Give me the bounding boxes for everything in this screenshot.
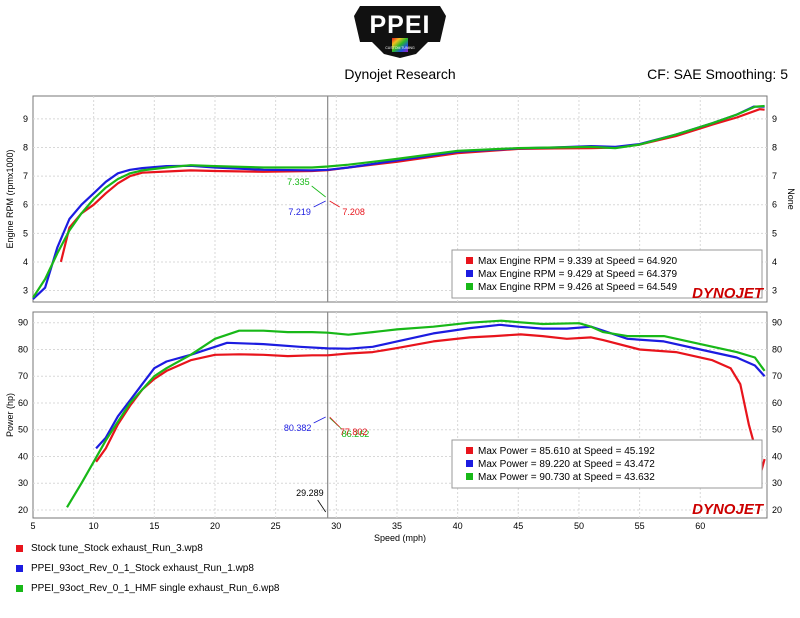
power-ytick-label-right: 60 xyxy=(772,398,782,408)
rpm-ytick-label: 9 xyxy=(23,114,28,124)
x-tick-label: 35 xyxy=(392,521,402,531)
rpm-summary-box xyxy=(451,249,763,299)
cursor-x-pointer xyxy=(317,499,327,513)
correction-factor-label: CF: SAE Smoothing: 5 xyxy=(647,66,788,82)
rpm-cursor-pointer-red xyxy=(329,200,340,208)
svg-text:PPEI: PPEI xyxy=(370,11,431,39)
rpm-ytick-label: 6 xyxy=(23,200,28,210)
power-ytick-label-right: 30 xyxy=(772,478,782,488)
rpm-cursor-value-blue: 7.219 xyxy=(288,207,311,217)
power-cursor-value-blue: 80.382 xyxy=(284,423,312,433)
power-dynojet-watermark: DYNOJET xyxy=(692,501,765,518)
rpm-ytick-label: 7 xyxy=(23,171,28,181)
rpm-summary-line: Max Engine RPM = 9.429 at Speed = 64.379 xyxy=(478,269,677,280)
power-summary-line: Max Power = 90.730 at Speed = 43.632 xyxy=(478,472,655,483)
power-cursor-value-red: 77.802 xyxy=(340,427,368,437)
power-ytick-label-right: 90 xyxy=(772,318,782,328)
x-tick-label: 25 xyxy=(271,521,281,531)
x-tick-label: 50 xyxy=(574,521,584,531)
rpm-cursor-pointer-green xyxy=(311,185,326,198)
x-tick-label: 55 xyxy=(635,521,645,531)
power-ytick-label: 70 xyxy=(18,371,28,381)
power-ytick-label: 90 xyxy=(18,318,28,328)
legend-item: PPEI_93oct_Rev_0_1_HMF single exhaust_Ru… xyxy=(16,583,280,594)
x-tick-label: 40 xyxy=(453,521,463,531)
x-tick-label: 5 xyxy=(30,521,35,531)
power-cursor-value-green: 86.262 xyxy=(342,429,370,439)
power-summary-box xyxy=(451,439,763,489)
rpm-summary-line: Max Engine RPM = 9.426 at Speed = 64.549 xyxy=(478,282,677,293)
rpm-ytick-label-right: 3 xyxy=(772,286,777,296)
x-tick-label: 15 xyxy=(149,521,159,531)
rpm-ytick-label: 8 xyxy=(23,143,28,153)
ppei-logo: PPEI CUSTOM TUNING xyxy=(346,2,454,62)
rpm-y-axis-label-right: None xyxy=(786,188,796,210)
rpm-cursor-pointer-blue xyxy=(313,200,326,208)
rpm-ytick-label-right: 7 xyxy=(772,171,777,181)
x-tick-label: 30 xyxy=(331,521,341,531)
rpm-ytick-label: 5 xyxy=(23,228,28,238)
power-series-line-3 xyxy=(66,319,766,508)
x-tick-label: 60 xyxy=(695,521,705,531)
power-summary-swatch xyxy=(466,460,473,467)
power-summary-line: Max Power = 89.220 at Speed = 43.472 xyxy=(478,459,655,470)
svg-text:CUSTOM TUNING: CUSTOM TUNING xyxy=(385,46,415,50)
rpm-summary-swatch xyxy=(466,257,473,264)
power-ytick-label-right: 80 xyxy=(772,344,782,354)
legend-item: Stock tune_Stock exhaust_Run_3.wp8 xyxy=(16,543,203,554)
rpm-ytick-label-right: 4 xyxy=(772,257,777,267)
rpm-series-line-3 xyxy=(32,104,765,299)
rpm-summary-swatch xyxy=(466,283,473,290)
power-ytick-label: 60 xyxy=(18,398,28,408)
rpm-summary-line: Max Engine RPM = 9.339 at Speed = 64.920 xyxy=(478,256,677,267)
legend-swatch xyxy=(16,565,23,572)
x-tick-label: 45 xyxy=(513,521,523,531)
rpm-ytick-label-right: 6 xyxy=(772,200,777,210)
legend-item: PPEI_93oct_Rev_0_1_Stock exhaust_Run_1.w… xyxy=(16,563,254,574)
power-summary-swatch xyxy=(466,473,473,480)
page-title: Dynojet Research xyxy=(344,66,456,82)
rpm-ytick-label: 3 xyxy=(23,286,28,296)
rpm-ytick-label: 4 xyxy=(23,257,28,267)
legend-swatch xyxy=(16,545,23,552)
power-y-axis-label: Power (hp) xyxy=(5,393,15,437)
power-cursor-pointer-red xyxy=(329,416,340,428)
power-ytick-label: 50 xyxy=(18,425,28,435)
rpm-cursor-value-red: 7.208 xyxy=(342,207,365,217)
legend-label: PPEI_93oct_Rev_0_1_Stock exhaust_Run_1.w… xyxy=(31,563,254,574)
cursor-x-readout: 29.289 xyxy=(296,488,324,498)
rpm-dynojet-watermark: DYNOJET xyxy=(692,285,765,302)
power-ytick-label: 20 xyxy=(18,505,28,515)
rpm-ytick-label-right: 9 xyxy=(772,114,777,124)
power-ytick-label: 40 xyxy=(18,451,28,461)
x-tick-label: 10 xyxy=(89,521,99,531)
rpm-ytick-label-right: 8 xyxy=(772,143,777,153)
legend-label: PPEI_93oct_Rev_0_1_HMF single exhaust_Ru… xyxy=(31,583,280,594)
rpm-summary-swatch xyxy=(466,270,473,277)
rpm-y-axis-label: Engine RPM (rpmx1000) xyxy=(5,149,15,248)
power-summary-line: Max Power = 85.610 at Speed = 45.192 xyxy=(478,446,655,457)
power-ytick-label: 30 xyxy=(18,478,28,488)
x-axis-label: Speed (mph) xyxy=(374,533,426,543)
legend-label: Stock tune_Stock exhaust_Run_3.wp8 xyxy=(31,543,203,554)
power-ytick-label-right: 70 xyxy=(772,371,782,381)
power-summary-swatch xyxy=(466,447,473,454)
power-ytick-label-right: 20 xyxy=(772,505,782,515)
power-series-line-2 xyxy=(95,323,766,450)
rpm-ytick-label-right: 5 xyxy=(772,228,777,238)
power-ytick-label-right: 50 xyxy=(772,425,782,435)
power-series-line-1 xyxy=(95,333,766,474)
power-ytick-label: 80 xyxy=(18,344,28,354)
power-ytick-label-right: 40 xyxy=(772,451,782,461)
rpm-cursor-value-green: 7.335 xyxy=(287,177,310,187)
legend-swatch xyxy=(16,585,23,592)
x-tick-label: 20 xyxy=(210,521,220,531)
power-cursor-pointer-blue xyxy=(313,416,326,424)
